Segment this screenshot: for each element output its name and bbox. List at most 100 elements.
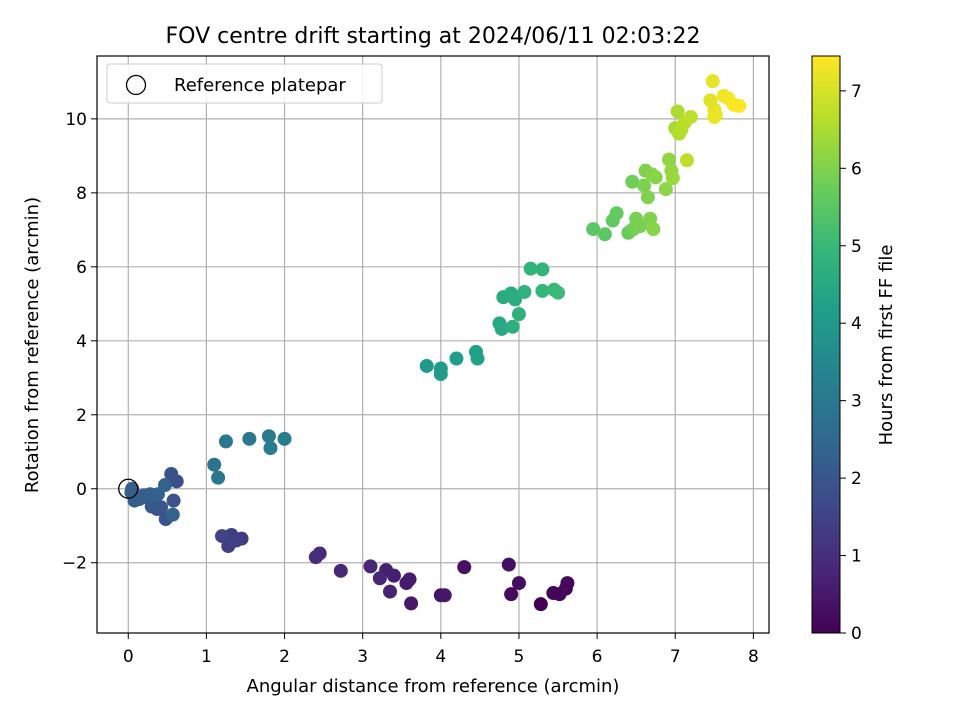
data-point — [511, 307, 526, 322]
data-point — [679, 153, 694, 168]
data-points — [124, 74, 747, 612]
data-point — [560, 576, 575, 591]
legend-box — [106, 63, 383, 104]
data-point — [221, 539, 236, 554]
data-point — [648, 170, 663, 185]
data-point — [404, 596, 419, 611]
data-point — [419, 358, 434, 373]
reference-platepar-marker — [118, 478, 139, 499]
data-point — [640, 190, 655, 205]
y-tick-label: −2 — [62, 554, 87, 574]
data-point — [157, 478, 172, 493]
data-point — [207, 457, 222, 472]
y-tick-label: 6 — [76, 258, 87, 278]
data-point — [263, 441, 278, 456]
data-point — [535, 283, 550, 298]
data-point — [242, 431, 257, 446]
data-point — [363, 559, 378, 574]
data-point — [501, 557, 516, 572]
data-point — [504, 587, 519, 602]
data-point — [646, 222, 661, 237]
y-tick-label: 4 — [76, 332, 87, 352]
reference-marker — [118, 478, 139, 499]
data-point — [511, 576, 526, 591]
colorbar-tick-label: 7 — [851, 82, 862, 102]
colorbar-tick-label: 6 — [851, 159, 862, 179]
colorbar: 0 1 2 3 4 5 6 7 Hours from first FF file — [811, 55, 897, 644]
data-point — [705, 74, 720, 89]
data-point — [215, 529, 230, 544]
y-axis-ticks: −2 0 2 4 6 8 10 — [62, 110, 97, 574]
data-point — [457, 560, 472, 575]
colorbar-tick-label: 3 — [851, 392, 862, 412]
data-point — [658, 182, 673, 197]
data-point — [261, 429, 276, 444]
legend: Reference platepar — [106, 63, 383, 104]
grid-lines — [97, 56, 769, 633]
colorbar-tick-label: 0 — [851, 624, 862, 644]
data-point — [164, 466, 179, 481]
data-point — [211, 470, 226, 485]
data-point — [165, 507, 180, 522]
data-point — [670, 104, 685, 119]
x-tick-label: 0 — [123, 647, 134, 667]
data-point — [433, 367, 448, 382]
colorbar-tick-label: 5 — [851, 237, 862, 257]
colorbar-ticks: 0 1 2 3 4 5 6 7 — [840, 82, 862, 644]
data-point — [402, 572, 417, 587]
y-tick-label: 0 — [76, 480, 87, 500]
colorbar-tick-label: 2 — [851, 469, 862, 489]
x-tick-label: 2 — [279, 647, 290, 667]
data-point — [470, 351, 485, 366]
data-point — [308, 550, 323, 565]
data-point — [636, 178, 651, 193]
x-axis-ticks: 0 1 2 3 4 5 6 7 8 — [123, 633, 759, 667]
x-tick-label: 8 — [748, 647, 759, 667]
data-point — [535, 262, 550, 277]
data-point — [372, 571, 387, 586]
x-tick-label: 4 — [435, 647, 446, 667]
data-point — [333, 563, 348, 578]
x-tick-label: 1 — [201, 647, 212, 667]
chart-title: FOV centre drift starting at 2024/06/11 … — [166, 24, 701, 49]
data-point — [707, 110, 722, 125]
colorbar-label: Hours from first FF file — [876, 245, 897, 446]
data-point — [437, 588, 452, 603]
data-point — [633, 219, 648, 234]
data-point — [683, 110, 698, 125]
y-axis-label: Rotation from reference (arcmin) — [22, 197, 43, 493]
data-point — [732, 98, 747, 113]
plot-frame — [96, 55, 770, 634]
x-tick-label: 7 — [670, 647, 681, 667]
data-point — [218, 434, 233, 449]
colorbar-tick-label: 1 — [851, 547, 862, 567]
x-tick-label: 6 — [592, 647, 603, 667]
data-point — [277, 431, 292, 446]
data-point — [661, 152, 676, 167]
data-point — [494, 321, 509, 336]
data-point — [166, 493, 181, 508]
data-point — [508, 292, 523, 307]
x-tick-label: 3 — [357, 647, 368, 667]
y-tick-label: 2 — [76, 406, 87, 426]
legend-entry-label: Reference platepar — [174, 75, 346, 96]
data-point — [551, 285, 566, 300]
data-point — [533, 597, 548, 612]
data-point — [625, 174, 640, 189]
data-point — [125, 481, 140, 496]
x-tick-label: 5 — [514, 647, 525, 667]
data-point — [523, 261, 538, 276]
data-point — [449, 351, 464, 366]
data-point — [383, 584, 398, 599]
data-point — [586, 222, 601, 237]
data-point — [517, 284, 532, 299]
y-tick-label: 10 — [65, 110, 87, 130]
colorbar-bar — [811, 55, 841, 634]
data-point — [665, 171, 680, 186]
colorbar-tick-label: 4 — [851, 314, 862, 334]
y-tick-label: 8 — [76, 184, 87, 204]
legend-marker-icon — [125, 74, 147, 96]
data-point — [505, 319, 520, 334]
data-point — [609, 206, 624, 221]
